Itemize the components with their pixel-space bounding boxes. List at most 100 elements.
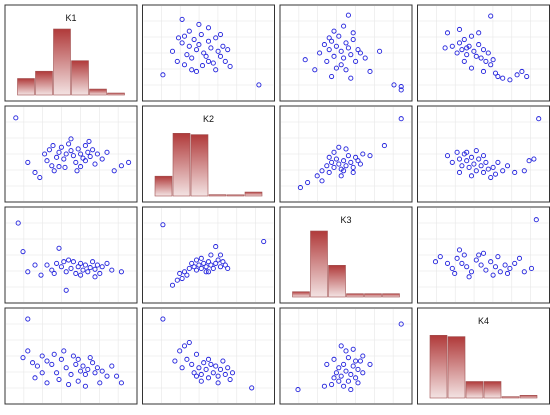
scatter-point (526, 158, 532, 164)
scatter-point (203, 366, 209, 372)
scatter-point (38, 272, 44, 278)
scatter-point (502, 262, 508, 268)
scatter-point (160, 222, 166, 228)
scatter-point (480, 153, 487, 159)
scatter-cell-K3-K1 (4, 206, 138, 304)
scatter-point (201, 260, 207, 266)
scatter-point (92, 161, 98, 167)
scatter-point (198, 378, 204, 384)
scatter-point (75, 146, 81, 152)
scatter-point (61, 348, 67, 354)
scatter-point (97, 270, 103, 277)
scatter-point (468, 33, 475, 39)
scatter-point (179, 40, 185, 46)
scatter-point (350, 37, 356, 43)
scatter-point (488, 13, 494, 19)
scatter-point (353, 358, 359, 364)
scatter-point (215, 48, 221, 54)
scatter-point (350, 169, 356, 176)
scatter-point (377, 48, 383, 54)
scatter-point (345, 45, 351, 51)
scatter-point (398, 321, 404, 327)
scatter-cell-K4-K1 (4, 307, 138, 405)
scatter-point (222, 262, 228, 268)
scatter-point (82, 371, 88, 378)
scatter-point (208, 45, 214, 51)
scatter-point (490, 57, 496, 63)
scatter-point (213, 244, 219, 250)
scatter-point (533, 217, 539, 223)
scatter-point (63, 269, 69, 275)
scatter-cell-K2-K1 (4, 105, 138, 203)
scatter-point (333, 370, 339, 376)
scatter-point (213, 35, 219, 41)
scatter-point (189, 55, 195, 61)
scatter-point (75, 356, 81, 362)
scatter-point (20, 355, 26, 361)
scatter-point (343, 40, 349, 46)
scatter-point (331, 149, 337, 155)
scatter-point (437, 254, 443, 260)
scatter-point (104, 149, 110, 155)
scatter-point (495, 73, 501, 80)
scatter-point (217, 31, 224, 38)
scatter-point (478, 163, 484, 169)
scatter-point (507, 77, 513, 83)
scatter-point (78, 260, 84, 266)
scatter-point (217, 53, 224, 59)
scatter-point (82, 143, 88, 149)
scatter-point (492, 264, 499, 270)
scatter-point (208, 361, 214, 367)
scatter-cell-K1-K3 (279, 4, 413, 102)
scatter-point (126, 159, 132, 165)
scatter-point (215, 373, 221, 379)
scatter-point (73, 361, 79, 367)
scatter-point (360, 370, 366, 376)
scatter-point (353, 375, 359, 381)
scatter-point (175, 35, 182, 41)
scatter-point (478, 262, 484, 268)
scatter-point (56, 164, 62, 170)
scatter-point (485, 166, 491, 172)
scatter-point (345, 153, 351, 159)
scatter-point (184, 272, 190, 278)
scatter-point (78, 368, 84, 374)
scatter-point (63, 287, 69, 293)
scatter-point (75, 378, 81, 384)
scatter-point (189, 260, 195, 266)
scatter-point (217, 252, 224, 258)
scatter-point (317, 50, 323, 56)
scatter-point (227, 63, 233, 69)
scatter-point (25, 159, 31, 165)
histogram-cell-K1: K1 (4, 4, 138, 102)
scatter-point (341, 383, 347, 389)
scatter-point (82, 383, 88, 389)
scatter-point (227, 376, 233, 383)
scatter-point (466, 164, 472, 170)
histogram-bar (71, 60, 89, 96)
scatter-point (456, 156, 463, 162)
scatter-point (44, 262, 50, 268)
scatter-cell-K3-K2 (142, 206, 275, 304)
scatter-point (348, 75, 354, 81)
scatter-point (193, 68, 200, 75)
scatter-point (381, 143, 387, 149)
scatter-point (90, 259, 96, 265)
scatter-point (32, 375, 38, 381)
scatter-point (70, 259, 76, 265)
scatter-point (504, 163, 511, 169)
scatter-point (367, 153, 373, 159)
scatter-point (357, 358, 363, 364)
scatter-point (444, 260, 451, 266)
scatter-point (343, 348, 349, 354)
scatter-point (336, 378, 342, 384)
scatter-point (46, 147, 52, 153)
scatter-point (490, 272, 496, 278)
scatter-point (516, 255, 523, 261)
scatter-point (94, 365, 100, 371)
scatter-point (350, 363, 356, 369)
scatter-point (92, 274, 98, 280)
scatter-point (459, 260, 465, 266)
scatter-point (111, 168, 117, 174)
